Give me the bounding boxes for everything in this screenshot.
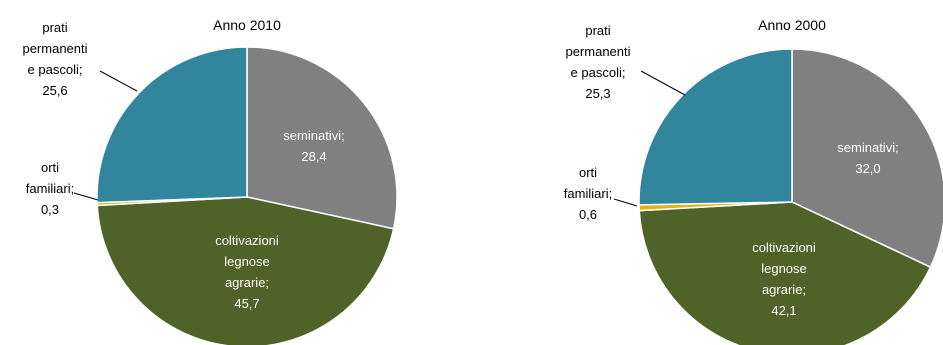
slice-label-coltivazioni-legnose-agrarie: coltivazioni legnose agrarie; 42,1: [752, 240, 816, 318]
pie-slice-prati-permanenti-e-pascoli: [96, 46, 248, 204]
slice-label-line: prati: [585, 23, 610, 38]
slice-label-orti-familiari: orti familiari; 0,3: [26, 160, 74, 217]
slice-label-line: 25,3: [585, 86, 610, 101]
slice-label-line: familiari;: [26, 181, 74, 196]
slice-label-line: 0,6: [579, 207, 597, 222]
leader-line: [613, 198, 638, 207]
slice-label-line: 42,1: [771, 303, 796, 318]
leader-line: [73, 192, 99, 201]
slice-label-prati-permanenti-e-pascoli: prati permanenti e pascoli; 25,3: [565, 23, 630, 101]
slice-label-line: coltivazioni: [752, 240, 816, 255]
slice-label-line: orti: [579, 165, 597, 180]
slice-label-line: e pascoli;: [28, 62, 83, 77]
slice-label-line: seminativi;: [837, 140, 898, 155]
pie-chart-2010: Anno 2010 seminativi; 28,4 coltivazioni legn…: [22, 17, 398, 345]
slice-label-line: 45,7: [234, 296, 259, 311]
pie-slice-prati-permanenti-e-pascoli: [638, 48, 793, 206]
slice-label-line: 0,3: [41, 202, 59, 217]
slice-label-orti-familiari: orti familiari; 0,6: [564, 165, 612, 222]
pie-slice-coltivazioni-legnose-agrarie: [638, 201, 932, 345]
slice-label-line: legnose: [761, 261, 807, 276]
slice-label-coltivazioni-legnose-agrarie: coltivazioni legnose agrarie; 45,7: [215, 233, 279, 311]
slice-label-line: seminativi;: [283, 128, 344, 143]
slice-label-prati-permanenti-e-pascoli: prati permanenti e pascoli; 25,6: [22, 20, 87, 98]
slice-label-line: permanenti: [22, 41, 87, 56]
slice-label-line: permanenti: [565, 44, 630, 59]
leader-line: [99, 70, 138, 92]
slice-label-line: orti: [41, 160, 59, 175]
slice-label-seminativi: seminativi; 32,0: [837, 140, 898, 176]
pie-slice-seminativi: [246, 46, 398, 230]
slice-label-line: agrarie;: [225, 275, 269, 290]
pie-slice-coltivazioni-legnose-agrarie: [96, 196, 395, 345]
slice-label-line: 32,0: [855, 161, 880, 176]
slice-label-line: familiari;: [564, 186, 612, 201]
pie-chart-2000: Anno 2000 seminativi; 32,0 coltivazioni legn…: [564, 17, 943, 345]
slice-label-line: prati: [42, 20, 67, 35]
slice-label-line: 25,6: [42, 83, 67, 98]
slice-label-line: coltivazioni: [215, 233, 279, 248]
slice-label-line: legnose: [224, 254, 270, 269]
pie-slice-seminativi: [791, 48, 943, 269]
chart-title: Anno 2010: [213, 17, 281, 33]
chart-title: Anno 2000: [758, 17, 826, 33]
slice-label-seminativi: seminativi; 28,4: [283, 128, 344, 164]
slice-label-line: e pascoli;: [571, 65, 626, 80]
slice-label-line: 28,4: [301, 149, 326, 164]
slice-label-line: agrarie;: [762, 282, 806, 297]
leader-line: [640, 70, 686, 96]
